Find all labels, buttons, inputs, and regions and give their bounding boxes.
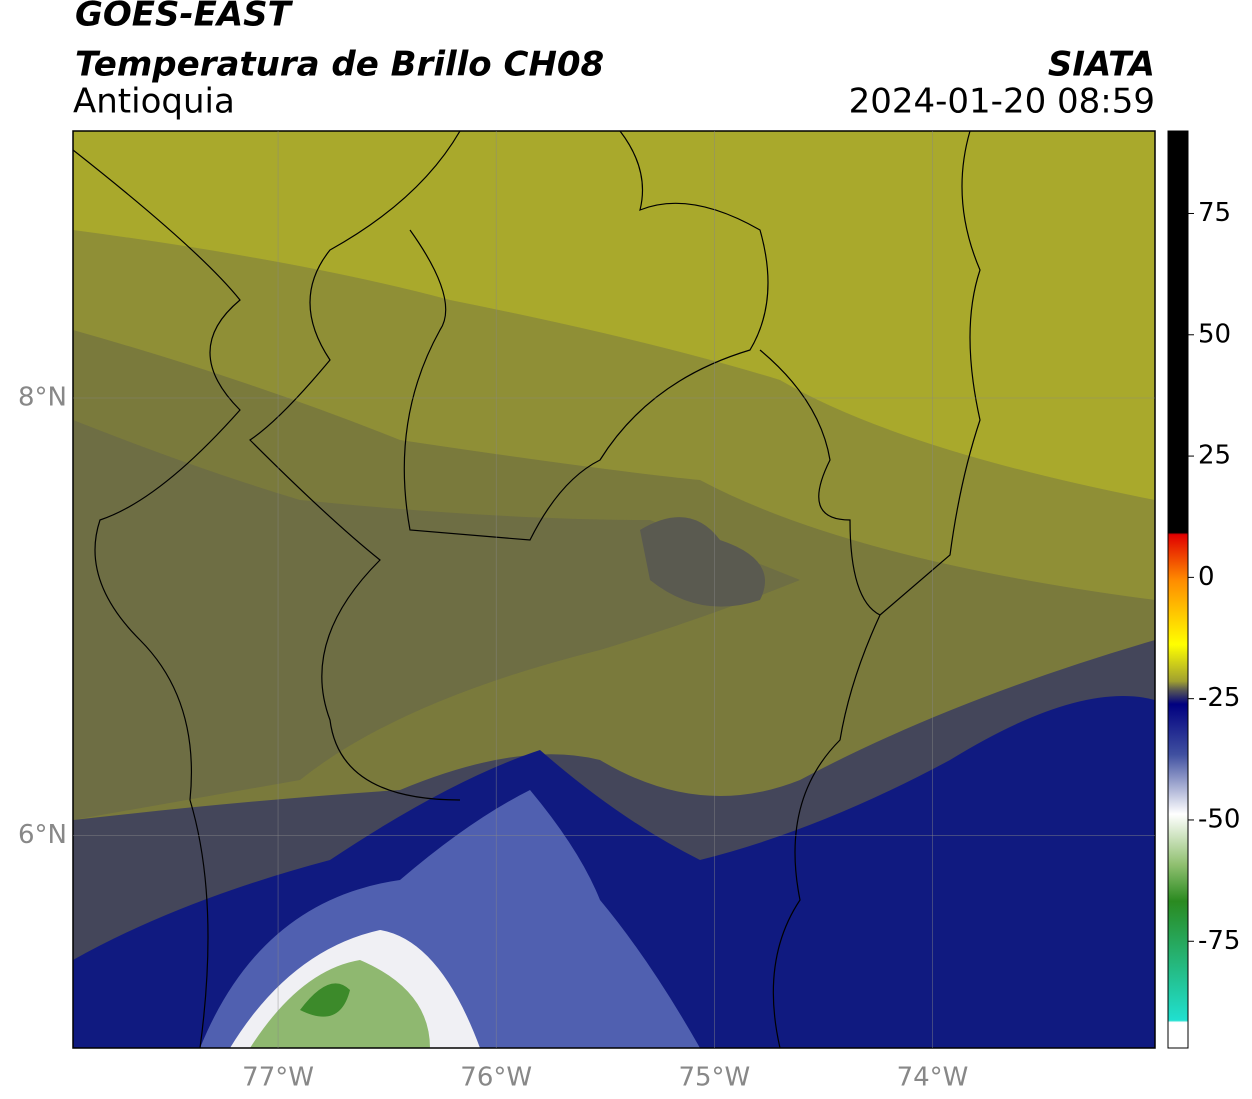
x-tick-label: 76°W xyxy=(460,1063,532,1093)
colorbar-tick-label: 50 xyxy=(1198,319,1231,349)
colorbar-tick-label: 25 xyxy=(1198,441,1231,471)
colorbar-tick-label: -50 xyxy=(1198,804,1240,834)
y-tick-label: 8°N xyxy=(18,383,67,413)
satellite-image xyxy=(73,131,1155,1048)
colorbar-tick-label: 75 xyxy=(1198,198,1231,228)
colorbar-tick-label: -25 xyxy=(1198,683,1240,713)
borders xyxy=(73,131,981,1048)
datetime: 2024-01-20 08:59 xyxy=(849,82,1155,122)
x-tick-label: 75°W xyxy=(678,1063,750,1093)
colorbar xyxy=(1167,130,1189,1049)
subtitle: Temperatura de Brillo CH08 xyxy=(75,45,604,85)
x-tick-label: 74°W xyxy=(897,1063,969,1093)
region: Antioquia xyxy=(73,82,235,122)
map-frame xyxy=(72,130,1156,1049)
x-tick-label: 77°W xyxy=(242,1063,314,1093)
colorbar-tick-label: -75 xyxy=(1198,926,1240,956)
colorbar-tick-label: 0 xyxy=(1198,562,1215,592)
source: SIATA xyxy=(1048,45,1155,85)
y-tick-label: 6°N xyxy=(18,820,67,850)
title: GOES-EAST xyxy=(75,0,294,35)
